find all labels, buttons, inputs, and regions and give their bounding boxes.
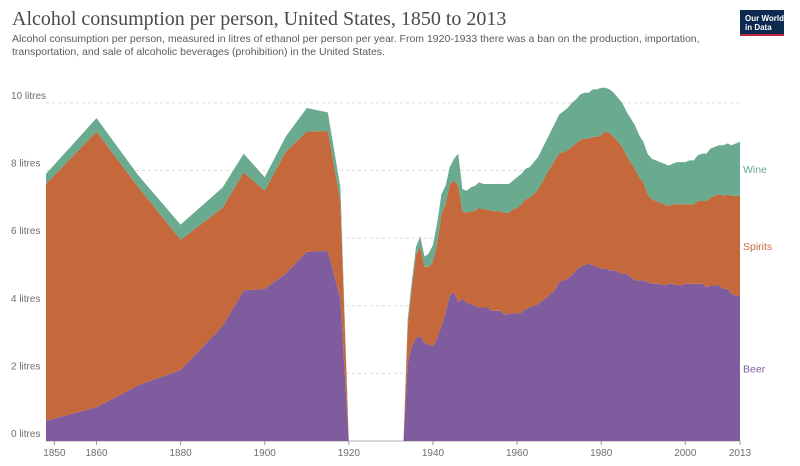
series-label-spirits: Spirits <box>743 241 772 253</box>
area-spirits[interactable] <box>46 131 740 441</box>
x-axis-ticks: 1850 1860 1880 1900 1920 1940 1960 1980 2000 2013 <box>43 441 752 459</box>
y-tick-label-2: 4 litres <box>11 294 40 305</box>
y-tick-label-4: 8 litres <box>11 159 40 170</box>
x-tick-label-9: 2013 <box>729 448 752 459</box>
x-tick-label-5: 1940 <box>422 448 445 459</box>
chart-title: Alcohol consumption per person, United S… <box>12 8 507 30</box>
series-areas <box>46 87 740 441</box>
series-label-beer: Beer <box>743 363 766 375</box>
x-tick-label-3: 1900 <box>254 448 277 459</box>
y-tick-label-3: 6 litres <box>11 226 40 237</box>
series-labels: Beer Spirits Wine <box>743 164 772 375</box>
logo-line-2: in Data <box>745 23 772 32</box>
x-tick-label-4: 1920 <box>338 448 361 459</box>
owid-logo[interactable]: Our World in Data <box>740 10 784 36</box>
series-label-wine: Wine <box>743 164 767 176</box>
area-beer[interactable] <box>46 251 740 441</box>
y-tick-label-1: 2 litres <box>11 361 40 372</box>
chart-subtitle: Alcohol consumption per person, measured… <box>12 33 700 58</box>
x-tick-label-7: 1980 <box>590 448 613 459</box>
y-tick-label-0: 0 litres <box>11 429 40 440</box>
x-tick-label-6: 1960 <box>506 448 529 459</box>
x-tick-label-2: 1880 <box>169 448 192 459</box>
logo-line-1: Our World <box>745 14 784 23</box>
y-tick-label-5: 10 litres <box>11 91 46 102</box>
x-tick-label-1: 1860 <box>85 448 108 459</box>
x-tick-label-0: 1850 <box>43 448 66 459</box>
y-axis-ticks: 0 litres 2 litres 4 litres 6 litres 8 litres… <box>11 91 46 440</box>
x-tick-label-8: 2000 <box>674 448 697 459</box>
